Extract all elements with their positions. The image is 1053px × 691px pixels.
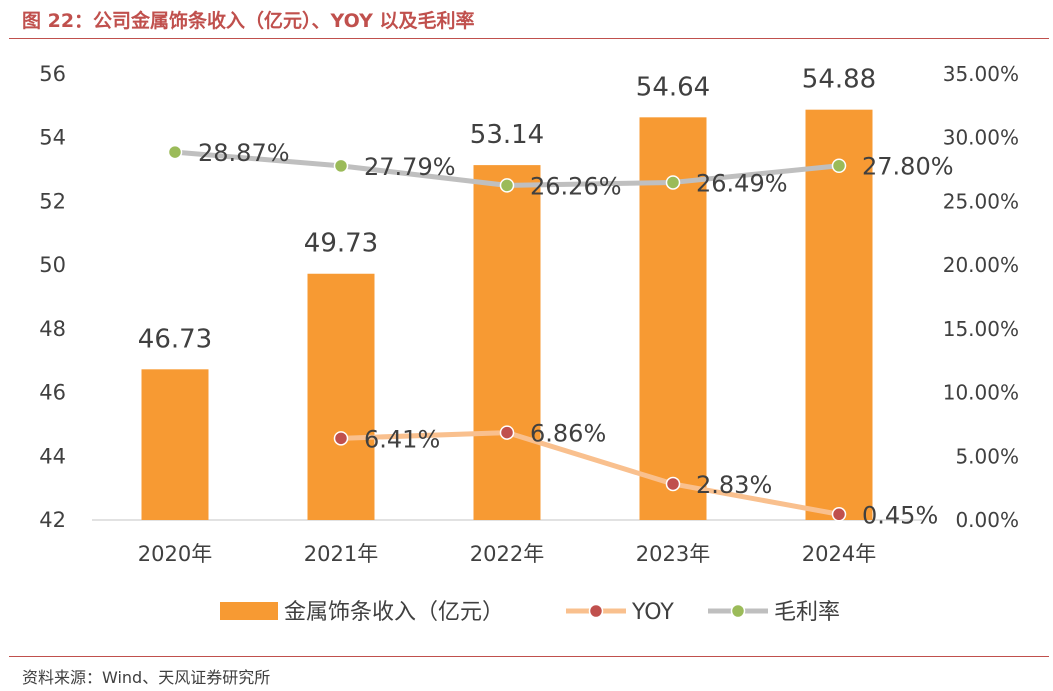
bar <box>141 369 209 520</box>
y-left-tick-label: 42 <box>39 508 66 532</box>
bar-value-label: 49.73 <box>304 229 378 259</box>
margin-marker <box>167 144 183 160</box>
y-left-tick-label: 46 <box>39 381 66 405</box>
line-series <box>167 144 847 522</box>
y-left-tick-label: 50 <box>39 253 66 277</box>
y-left-tick-label: 56 <box>39 62 66 86</box>
title-divider <box>9 38 1049 39</box>
y-axis-right: 0.00% 5.00% 10.00% 15.00% 20.00% 25.00% 30.00%… <box>943 62 1019 532</box>
yoy-marker <box>831 507 847 522</box>
legend-label-margin: 毛利率 <box>774 600 840 625</box>
legend: 金属饰条收入（亿元） YOY 毛利率 <box>220 600 840 625</box>
figure-title: 图 22：公司金属饰条收入（亿元）、YOY 以及毛利率 <box>22 10 475 32</box>
bar <box>307 273 375 520</box>
legend-label-yoy: YOY <box>631 600 674 625</box>
bar-value-label: 54.64 <box>636 72 710 102</box>
legend-label-revenue: 金属饰条收入（亿元） <box>284 600 504 625</box>
y-left-tick-label: 52 <box>39 189 66 213</box>
chart: 42 44 46 48 50 52 54 56 0.00% 5.00% 10.00% 15.00% 2… <box>39 62 1019 625</box>
x-tick-label: 2021年 <box>304 542 378 566</box>
yoy-value-label: 6.41% <box>364 425 440 453</box>
bar-value-label: 46.73 <box>138 324 212 354</box>
margin-value-label: 28.87% <box>198 139 290 167</box>
yoy-value-label: 6.86% <box>530 420 606 448</box>
yoy-value-label: 0.45% <box>862 501 938 529</box>
y-right-tick-label: 0.00% <box>955 508 1019 532</box>
yoy-line <box>338 430 842 517</box>
margin-marker <box>499 178 515 193</box>
bar-value-label: 53.14 <box>470 120 544 150</box>
source-note: 资料来源：Wind、天风证券研究所 <box>22 668 271 687</box>
margin-marker <box>831 158 847 173</box>
legend-swatch-margin-marker <box>730 603 746 619</box>
y-right-tick-label: 20.00% <box>943 253 1019 277</box>
y-left-tick-label: 54 <box>39 126 66 150</box>
y-right-tick-label: 25.00% <box>943 189 1019 213</box>
y-right-tick-label: 30.00% <box>943 126 1019 150</box>
yoy-marker <box>333 431 349 446</box>
x-tick-label: 2024年 <box>802 542 876 566</box>
y-right-tick-label: 10.00% <box>943 381 1019 405</box>
margin-value-label: 26.26% <box>530 172 622 200</box>
x-tick-label: 2020年 <box>138 542 212 566</box>
margin-value-label: 27.80% <box>862 153 954 181</box>
bar-value-label: 54.88 <box>802 65 876 95</box>
margin-value-label: 26.49% <box>696 169 788 197</box>
margin-marker <box>665 175 681 190</box>
bar <box>473 165 541 520</box>
x-tick-label: 2023年 <box>636 542 710 566</box>
source-divider <box>9 656 1049 657</box>
legend-swatch-revenue <box>220 602 278 620</box>
margin-marker <box>333 158 349 174</box>
y-right-tick-label: 15.00% <box>943 317 1019 341</box>
x-axis: 2020年 2021年 2022年 2023年 2024年 <box>92 519 922 566</box>
yoy-marker <box>499 425 515 440</box>
bar <box>805 109 873 521</box>
y-right-tick-label: 35.00% <box>943 62 1019 86</box>
yoy-value-label: 2.83% <box>696 471 772 499</box>
yoy-marker <box>665 476 681 492</box>
data-labels: 46.73 49.73 53.14 54.64 54.88 6.41% 6.86% 2.83%… <box>138 65 954 530</box>
y-axis-left: 42 44 46 48 50 52 54 56 <box>39 62 66 532</box>
margin-value-label: 27.79% <box>364 153 456 181</box>
legend-swatch-yoy-marker <box>588 603 604 619</box>
x-tick-label: 2022年 <box>470 542 544 566</box>
y-left-tick-label: 44 <box>39 444 66 468</box>
y-right-tick-label: 5.00% <box>955 444 1019 468</box>
y-left-tick-label: 48 <box>39 317 66 341</box>
